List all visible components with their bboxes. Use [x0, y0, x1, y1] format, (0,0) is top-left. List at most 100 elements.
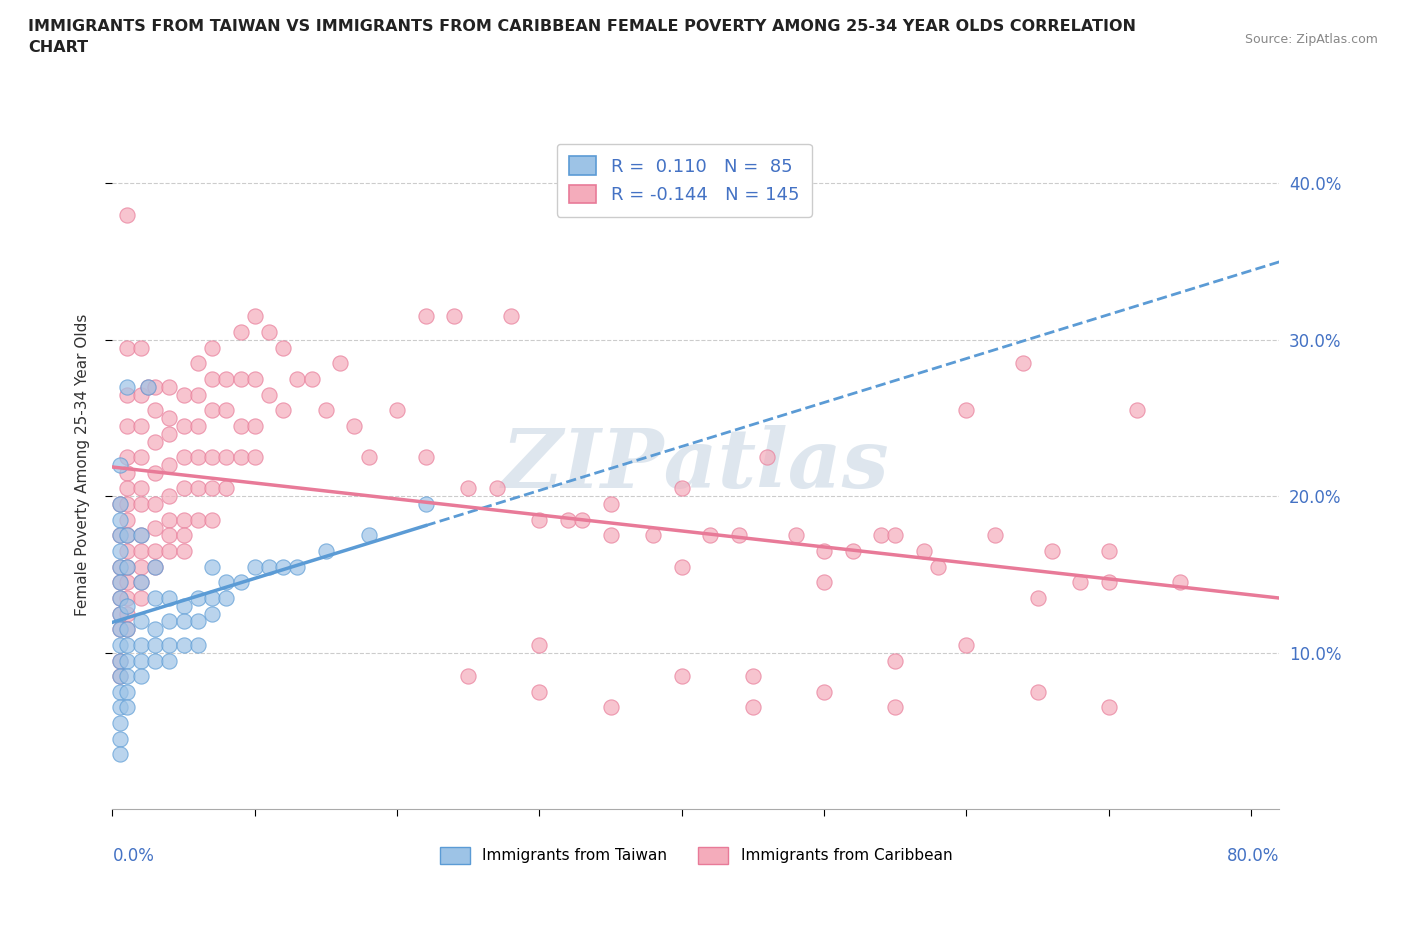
Point	[115, 528, 138, 543]
Point	[1012, 356, 1035, 371]
Point	[187, 591, 209, 605]
Point	[115, 207, 138, 222]
Point	[115, 481, 138, 496]
Point	[143, 543, 166, 558]
Point	[257, 559, 280, 574]
Point	[143, 637, 166, 652]
Point	[157, 512, 180, 527]
Point	[1098, 543, 1121, 558]
Point	[201, 512, 224, 527]
Point	[357, 528, 380, 543]
Point	[108, 622, 131, 637]
Point	[1026, 684, 1049, 699]
Point	[129, 669, 152, 684]
Point	[108, 637, 131, 652]
Point	[415, 309, 437, 324]
Point	[143, 559, 166, 574]
Point	[457, 669, 479, 684]
Point	[187, 387, 209, 402]
Point	[108, 575, 131, 590]
Point	[108, 669, 131, 684]
Point	[108, 497, 131, 512]
Point	[1098, 575, 1121, 590]
Point	[201, 559, 224, 574]
Point	[215, 575, 238, 590]
Point	[129, 575, 152, 590]
Point	[201, 371, 224, 386]
Point	[229, 450, 252, 465]
Point	[529, 637, 551, 652]
Point	[385, 403, 408, 418]
Point	[884, 528, 907, 543]
Point	[927, 559, 949, 574]
Point	[108, 747, 131, 762]
Point	[129, 340, 152, 355]
Point	[173, 512, 195, 527]
Point	[157, 411, 180, 426]
Text: 0.0%: 0.0%	[112, 847, 155, 865]
Point	[143, 520, 166, 535]
Point	[157, 637, 180, 652]
Point	[187, 614, 209, 629]
Point	[108, 528, 131, 543]
Point	[136, 379, 159, 394]
Point	[187, 450, 209, 465]
Point	[201, 481, 224, 496]
Point	[499, 309, 522, 324]
Point	[143, 497, 166, 512]
Point	[129, 591, 152, 605]
Point	[157, 426, 180, 441]
Point	[108, 512, 131, 527]
Y-axis label: Female Poverty Among 25-34 Year Olds: Female Poverty Among 25-34 Year Olds	[75, 313, 90, 617]
Point	[1126, 403, 1149, 418]
Point	[301, 371, 323, 386]
Point	[108, 559, 131, 574]
Point	[129, 387, 152, 402]
Point	[129, 543, 152, 558]
Point	[173, 387, 195, 402]
Point	[785, 528, 807, 543]
Point	[813, 543, 835, 558]
Point	[115, 575, 138, 590]
Point	[187, 512, 209, 527]
Point	[557, 512, 579, 527]
Point	[599, 497, 621, 512]
Point	[108, 606, 131, 621]
Point	[157, 458, 180, 472]
Text: ZIP​atlas: ZIP​atlas	[502, 425, 890, 505]
Point	[115, 465, 138, 480]
Point	[243, 418, 266, 433]
Point	[187, 418, 209, 433]
Point	[157, 591, 180, 605]
Point	[201, 450, 224, 465]
Point	[108, 528, 131, 543]
Point	[201, 403, 224, 418]
Point	[215, 481, 238, 496]
Point	[243, 450, 266, 465]
Text: IMMIGRANTS FROM TAIWAN VS IMMIGRANTS FROM CARIBBEAN FEMALE POVERTY AMONG 25-34 Y: IMMIGRANTS FROM TAIWAN VS IMMIGRANTS FRO…	[28, 19, 1136, 55]
Point	[129, 653, 152, 668]
Point	[215, 371, 238, 386]
Point	[529, 512, 551, 527]
Point	[271, 403, 294, 418]
Point	[115, 559, 138, 574]
Point	[115, 528, 138, 543]
Point	[143, 653, 166, 668]
Point	[115, 684, 138, 699]
Point	[115, 379, 138, 394]
Point	[129, 418, 152, 433]
Point	[257, 387, 280, 402]
Point	[115, 622, 138, 637]
Point	[884, 653, 907, 668]
Point	[173, 598, 195, 613]
Text: 80.0%: 80.0%	[1227, 847, 1279, 865]
Point	[741, 669, 763, 684]
Point	[108, 559, 131, 574]
Point	[187, 356, 209, 371]
Point	[287, 559, 309, 574]
Point	[108, 606, 131, 621]
Point	[157, 653, 180, 668]
Point	[157, 379, 180, 394]
Point	[912, 543, 935, 558]
Point	[115, 653, 138, 668]
